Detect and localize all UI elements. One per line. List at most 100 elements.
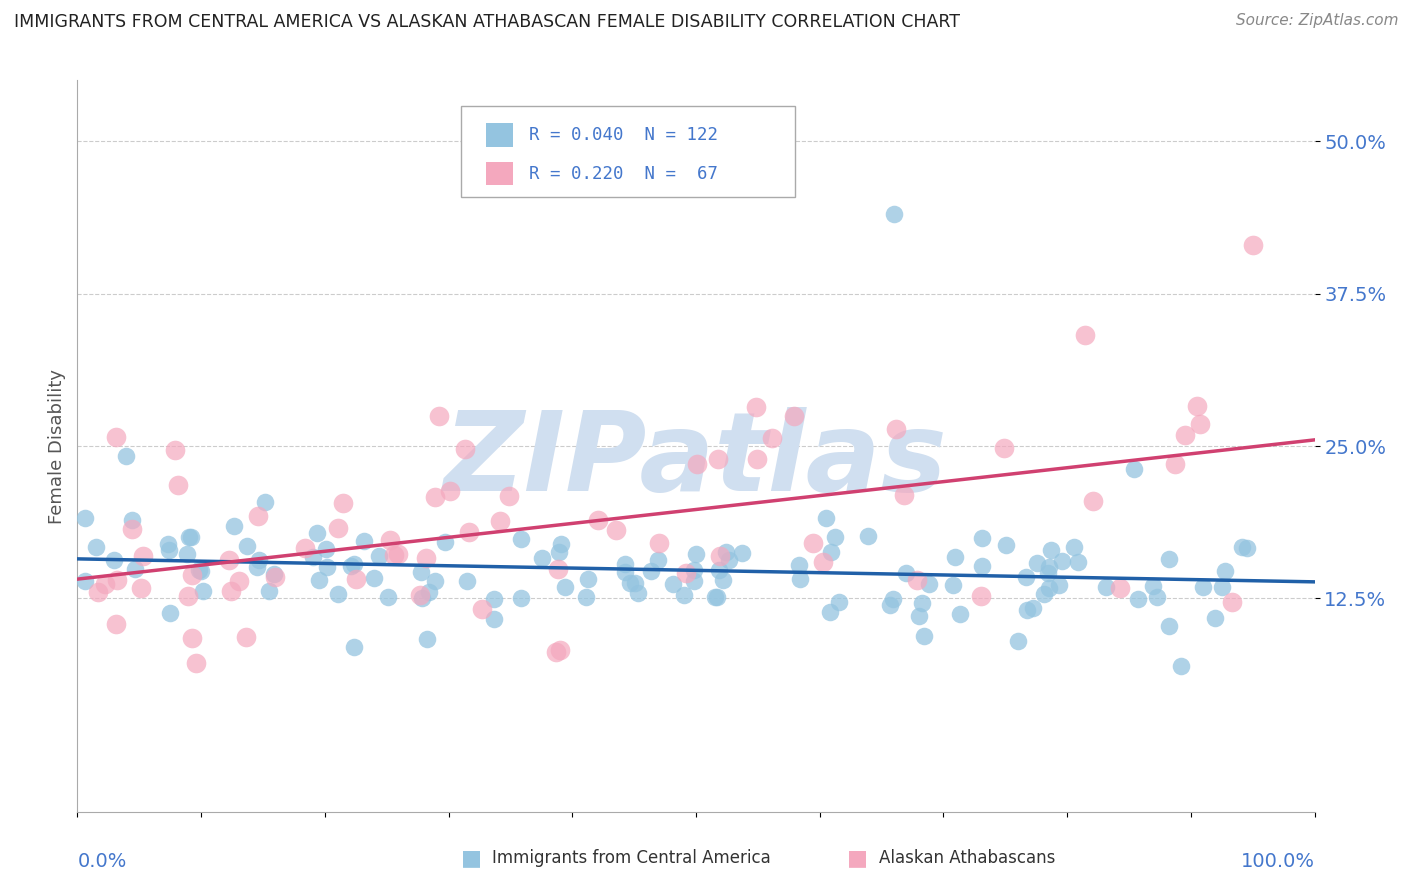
Point [222, 519, 245, 533]
Point [624, 576, 647, 591]
Point [1159, 618, 1181, 632]
Point [415, 550, 437, 565]
Point [184, 657, 207, 671]
Point [190, 565, 212, 579]
Point [547, 562, 569, 576]
Point [305, 526, 328, 541]
Point [811, 555, 834, 569]
Point [1015, 569, 1038, 583]
Point [1174, 428, 1197, 442]
Point [342, 557, 364, 571]
Point [882, 592, 904, 607]
Point [343, 640, 366, 655]
Point [1050, 554, 1073, 568]
Text: ■: ■ [848, 848, 868, 868]
Point [177, 589, 200, 603]
Point [550, 537, 572, 551]
Point [264, 570, 287, 584]
Point [294, 541, 316, 556]
Point [550, 643, 572, 657]
Point [1017, 602, 1039, 616]
Point [1094, 580, 1116, 594]
Point [703, 590, 725, 604]
Point [418, 585, 440, 599]
Point [814, 511, 837, 525]
Point [917, 576, 939, 591]
Text: Source: ZipAtlas.com: Source: ZipAtlas.com [1236, 13, 1399, 29]
Point [179, 530, 201, 544]
Point [167, 478, 190, 492]
Point [787, 558, 810, 572]
Point [647, 553, 669, 567]
Point [1038, 559, 1060, 574]
Point [363, 571, 385, 585]
Point [856, 529, 879, 543]
Point [1170, 659, 1192, 673]
Point [972, 558, 994, 573]
Point [554, 580, 576, 594]
Point [510, 591, 533, 605]
Point [498, 489, 520, 503]
Point [662, 577, 685, 591]
Point [613, 565, 636, 579]
Point [949, 607, 972, 622]
Point [884, 422, 907, 436]
Point [1159, 552, 1181, 566]
Point [709, 563, 731, 577]
Point [105, 573, 128, 587]
Text: Immigrants from Central America: Immigrants from Central America [492, 849, 770, 867]
Point [640, 564, 662, 578]
Point [235, 539, 257, 553]
Point [218, 553, 240, 567]
Point [1067, 555, 1090, 569]
Point [104, 430, 127, 444]
Point [818, 605, 841, 619]
Point [235, 630, 257, 644]
Point [416, 632, 439, 646]
Point [1213, 564, 1236, 578]
Point [648, 536, 671, 550]
Point [619, 575, 641, 590]
Point [711, 573, 734, 587]
Point [1063, 541, 1085, 555]
Point [344, 572, 367, 586]
Point [908, 608, 931, 623]
Point [614, 557, 637, 571]
Point [257, 584, 280, 599]
Point [332, 496, 354, 510]
Point [315, 541, 337, 556]
Point [328, 521, 350, 535]
Point [893, 488, 915, 502]
Point [1122, 462, 1144, 476]
Point [159, 607, 181, 621]
Point [454, 442, 477, 457]
Point [686, 457, 709, 471]
Point [1204, 610, 1226, 624]
Point [586, 513, 609, 527]
Point [789, 572, 811, 586]
Text: ZIPatlas: ZIPatlas [444, 407, 948, 514]
Point [706, 452, 728, 467]
Point [783, 409, 806, 423]
Point [1109, 581, 1132, 595]
Point [943, 549, 966, 564]
Point [576, 572, 599, 586]
Point [121, 523, 143, 537]
Point [1236, 541, 1258, 556]
Point [731, 546, 754, 560]
Point [905, 573, 928, 587]
Point [73, 574, 96, 588]
Point [548, 545, 571, 559]
Text: ■: ■ [461, 848, 481, 868]
Point [1039, 542, 1062, 557]
Text: 0.0%: 0.0% [77, 852, 127, 871]
FancyBboxPatch shape [485, 161, 513, 186]
Point [995, 538, 1018, 552]
Point [1187, 399, 1209, 413]
Point [1036, 566, 1059, 580]
Point [820, 545, 842, 559]
Point [302, 549, 325, 564]
Point [1211, 581, 1233, 595]
Point [157, 542, 180, 557]
Point [993, 441, 1015, 455]
